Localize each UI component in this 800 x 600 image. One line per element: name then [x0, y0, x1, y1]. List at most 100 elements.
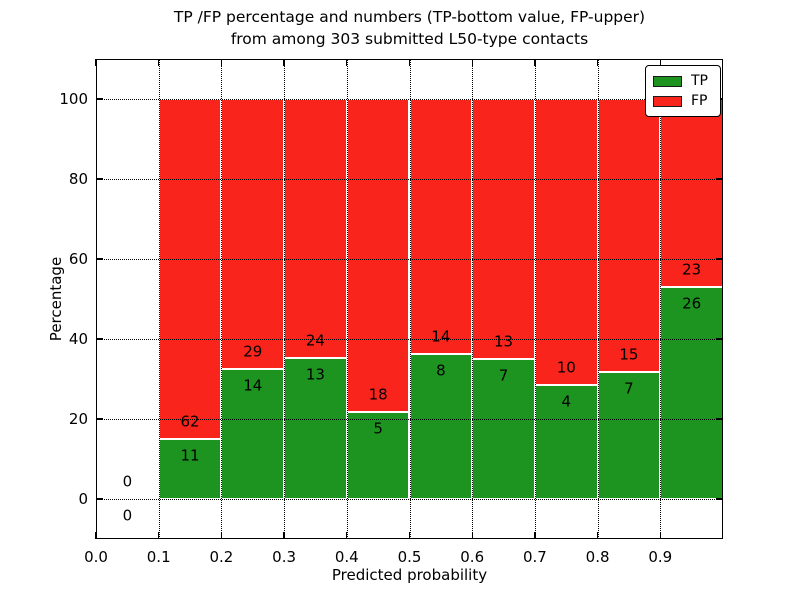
fp-count-label: 15: [619, 345, 639, 364]
y-tick-right: [716, 498, 723, 500]
x-tick-label: 0.6: [460, 548, 485, 566]
x-tick-label: 0.5: [397, 548, 422, 566]
fp-count-label: 14: [431, 327, 451, 346]
tp-legend-label: TP: [691, 73, 708, 89]
x-tick-bottom: [471, 532, 473, 539]
x-tick-top: [408, 59, 411, 66]
y-tick-right: [716, 338, 723, 340]
y-tick-label: 20: [68, 410, 88, 428]
y-gridline: [96, 179, 723, 180]
y-gridline: [96, 499, 723, 500]
y-tick-label: 40: [68, 330, 88, 348]
tp-count-label: 11: [180, 446, 200, 465]
x-tick-label: 0.2: [209, 548, 234, 566]
x-gridline: [660, 59, 662, 539]
bar-tp-segment: [472, 359, 535, 499]
chart-title-line1: TP /FP percentage and numbers (TP-bottom…: [173, 8, 646, 26]
y-tick-left: [96, 258, 103, 260]
y-tick-label: 60: [68, 250, 88, 268]
x-tick-bottom: [95, 532, 97, 539]
x-tick-top: [283, 59, 285, 66]
y-tick-label: 100: [59, 90, 88, 108]
y-tick-right: [716, 418, 723, 420]
x-tick-label: 0.0: [84, 548, 108, 566]
legend-item-tp: TP: [653, 71, 712, 91]
bar-fp-segment: [472, 99, 535, 359]
x-gridline: [221, 59, 223, 539]
x-tick-top: [471, 59, 473, 66]
y-axis-label: Percentage: [47, 256, 65, 342]
x-axis-label: Predicted probability: [331, 566, 488, 584]
x-gridline: [346, 59, 348, 539]
y-tick-right: [716, 258, 723, 260]
tp-count-label: 8: [436, 361, 446, 380]
bar-fp-segment: [284, 99, 347, 359]
fp-count-label: 10: [556, 358, 576, 377]
x-tick-label: 0.4: [334, 548, 359, 566]
legend-item-fp: FP: [653, 91, 712, 111]
y-tick-left: [96, 338, 103, 340]
legend: TP FP: [645, 65, 721, 117]
fp-count-label: 24: [305, 331, 325, 350]
y-tick-label: 0: [78, 490, 88, 508]
bar-tp-segment: [409, 353, 473, 499]
tp-count-label: 5: [373, 419, 383, 438]
x-gridline: [597, 59, 599, 539]
x-tick-label: 0.7: [522, 548, 547, 566]
fp-count-label: 23: [682, 260, 702, 279]
x-tick-bottom: [283, 532, 285, 539]
x-tick-top: [95, 59, 97, 66]
fp-count-label: 29: [243, 342, 263, 361]
x-tick-label: 0.1: [146, 548, 171, 566]
x-gridline: [472, 59, 474, 539]
y-gridline: [96, 339, 723, 340]
x-tick-bottom: [346, 532, 348, 539]
x-tick-top: [659, 59, 661, 66]
x-gridline: [158, 59, 160, 539]
x-gridline: [284, 59, 286, 539]
tp-count-label: 26: [682, 294, 702, 313]
x-tick-top: [346, 59, 348, 66]
fp-count-label: 13: [494, 332, 514, 351]
y-tick-label: 80: [68, 170, 88, 188]
x-tick-label: 0.8: [585, 548, 610, 566]
bar-fp-segment: [158, 99, 222, 439]
fp-legend-label: FP: [691, 93, 708, 109]
y-gridline: [96, 99, 723, 100]
tp-count-label: 7: [624, 379, 634, 398]
tp-count-label: 13: [305, 365, 325, 384]
tp-count-label: 0: [122, 506, 133, 525]
bar-fp-segment: [221, 99, 285, 369]
fp-legend-swatch: [653, 95, 682, 107]
x-tick-bottom: [158, 532, 160, 539]
y-tick-right: [716, 178, 723, 180]
x-tick-bottom: [534, 532, 536, 539]
x-tick-top: [220, 59, 223, 66]
fp-count-label: 62: [180, 412, 200, 431]
fp-count-label: 0: [122, 472, 133, 491]
fp-count-label: 18: [368, 385, 388, 404]
x-tick-top: [534, 59, 536, 66]
tp-count-label: 4: [561, 392, 572, 411]
bar-fp-segment: [660, 99, 723, 287]
x-tick-label: 0.3: [272, 548, 297, 566]
x-tick-top: [158, 59, 160, 66]
y-gridline: [96, 259, 723, 260]
x-tick-bottom: [220, 532, 223, 539]
x-tick-bottom: [659, 532, 661, 539]
y-tick-left: [96, 418, 103, 420]
x-tick-bottom: [408, 532, 411, 539]
bar-fp-segment: [534, 99, 598, 385]
x-tick-bottom: [596, 532, 599, 539]
x-gridline: [409, 59, 411, 539]
tp-count-label: 7: [498, 366, 509, 385]
y-tick-left: [96, 98, 103, 100]
y-gridline: [96, 419, 723, 420]
bar-tp-segment: [158, 438, 222, 499]
chart-title: TP /FP percentage and numbers (TP-bottom…: [96, 6, 723, 50]
